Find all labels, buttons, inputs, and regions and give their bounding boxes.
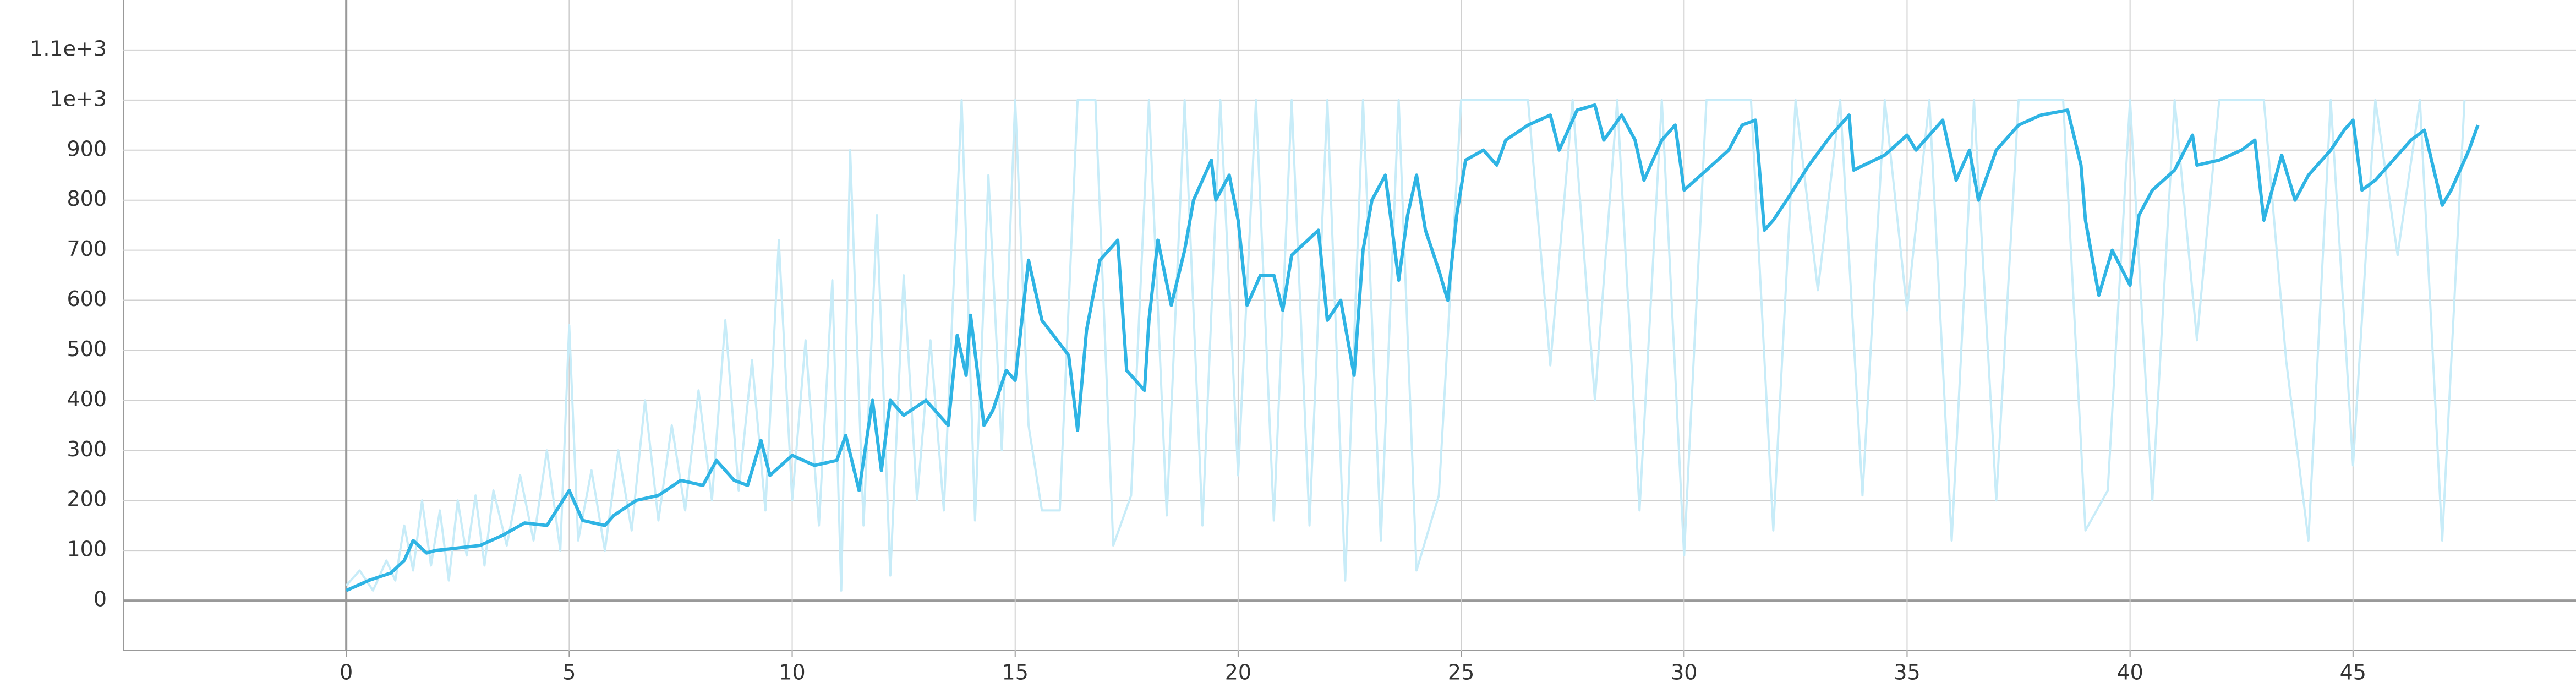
y-tick-label: 500 bbox=[67, 337, 107, 361]
y-tick-label: 1.1e+3 bbox=[30, 36, 107, 61]
y-tick-label: 0 bbox=[94, 587, 107, 611]
x-tick-label: 30 bbox=[1671, 660, 1697, 685]
smoothed-line bbox=[345, 103, 2480, 592]
raw-line bbox=[345, 99, 2466, 592]
y-tick-label: 900 bbox=[67, 136, 107, 161]
x-tick-label: 10 bbox=[779, 660, 805, 685]
x-tick-label: 20 bbox=[1225, 660, 1251, 685]
y-tick-label: 300 bbox=[67, 437, 107, 461]
x-tick-label: 40 bbox=[2116, 660, 2143, 685]
x-tick-label: 15 bbox=[1002, 660, 1029, 685]
x-tick-label: 25 bbox=[1448, 660, 1474, 685]
x-tick-label: 5 bbox=[562, 660, 576, 685]
x-tick-label: 35 bbox=[1894, 660, 1920, 685]
y-tick-label: 200 bbox=[67, 487, 107, 511]
y-tick-label: 600 bbox=[67, 287, 107, 311]
x-tick-label: 45 bbox=[2340, 660, 2366, 685]
y-tick-label: 100 bbox=[67, 537, 107, 561]
x-tick-label: 0 bbox=[340, 660, 353, 685]
y-tick-label: 800 bbox=[67, 187, 107, 211]
y-tick-label: 1e+3 bbox=[50, 86, 107, 111]
y-tick-label: 700 bbox=[67, 237, 107, 261]
y-tick-label: 400 bbox=[67, 387, 107, 411]
